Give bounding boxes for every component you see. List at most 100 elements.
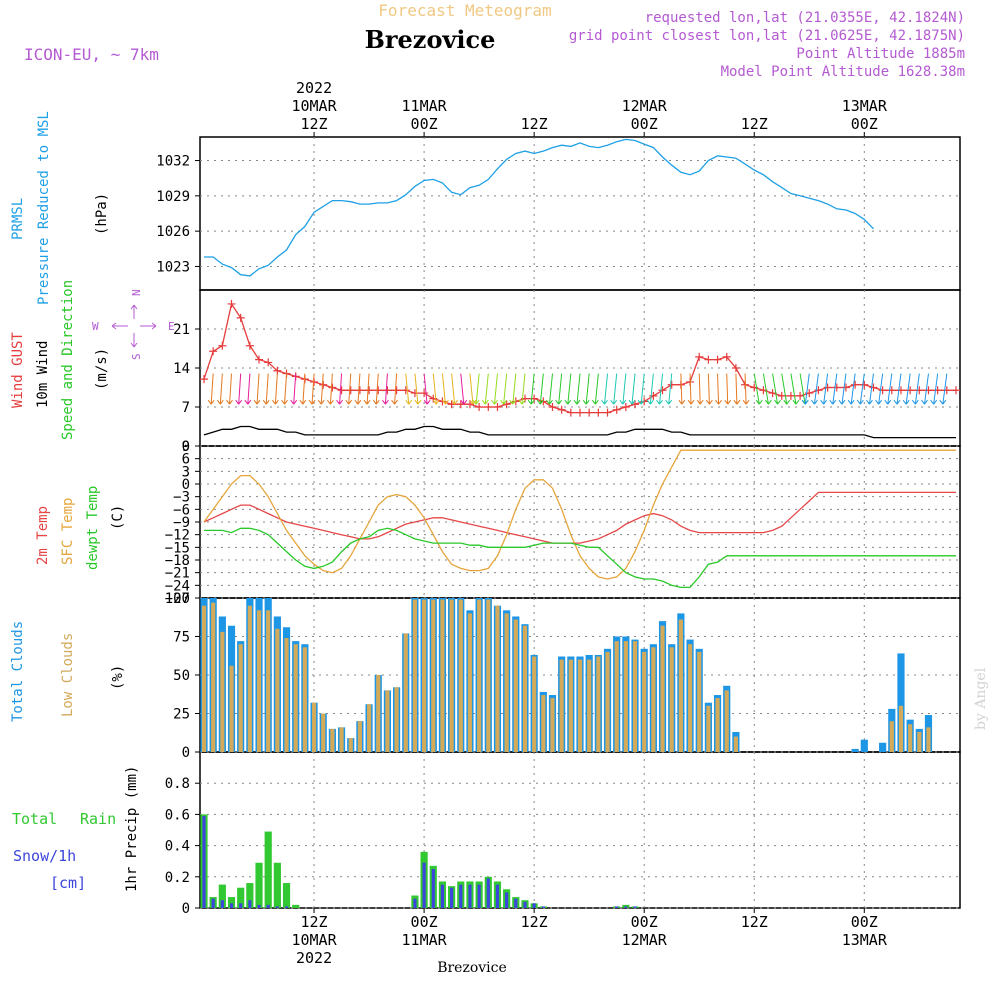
low-cloud-bar — [357, 721, 362, 752]
requested-coords: requested lon,lat (21.0355E, 42.1824N) — [645, 10, 965, 26]
snow-bar — [229, 903, 234, 908]
rain-bar — [282, 883, 291, 908]
low-cloud-bar — [605, 651, 610, 752]
low-cloud-bar — [724, 690, 729, 752]
low-cloud-bar — [587, 659, 592, 752]
pressure-tick-label: 1023 — [156, 259, 190, 275]
low-cloud-bar — [614, 641, 619, 752]
wind-direction-arrow — [678, 373, 686, 405]
snow-bar — [505, 892, 509, 908]
bottom-time-label: 00Z — [631, 913, 658, 931]
pressure-label-msl: Pressure Reduced to MSL — [36, 111, 52, 305]
low-cloud-bar — [495, 605, 500, 752]
top-time-label: 12Z — [521, 115, 548, 133]
low-cloud-bar — [550, 698, 555, 752]
low-cloud-bar — [660, 625, 665, 752]
temp-tick-label: −18 — [165, 553, 190, 569]
temp-unit: (C) — [110, 505, 126, 530]
temp-tick-label: −12 — [165, 528, 190, 544]
wind-direction-arrow — [705, 373, 713, 405]
gust-marker — [374, 386, 383, 395]
precip-tick-label: 0.8 — [165, 776, 190, 792]
low-cloud-bar — [577, 659, 583, 752]
bottom-time-label: 12Z — [301, 913, 328, 931]
wind-direction-arrow — [790, 373, 800, 405]
low-cloud-bar — [651, 647, 656, 752]
low-cloud-bar — [266, 610, 271, 752]
gust-marker — [768, 389, 777, 398]
wind-direction-arrow — [696, 373, 704, 405]
wind-direction-arrow — [601, 373, 609, 405]
wind-direction-arrow — [687, 373, 695, 405]
gust-marker — [612, 405, 621, 414]
snow-bar — [468, 884, 472, 908]
low-cloud-bar — [706, 705, 711, 752]
temp-tick-label: 6 — [182, 452, 190, 468]
compass-rose: N S W E — [92, 289, 175, 360]
rain-bar — [237, 887, 245, 908]
temp-tick-label: −24 — [165, 578, 190, 594]
compass-w: W — [92, 320, 99, 333]
wind-direction-arrow — [753, 373, 763, 405]
total-cloud-bar — [860, 739, 868, 752]
gust-marker — [209, 347, 218, 356]
low-cloud-bar — [238, 644, 243, 752]
precip-total-label: Total — [12, 810, 57, 828]
temp-tick-label: −9 — [173, 515, 190, 531]
clouds-tick-label: 75 — [173, 630, 190, 646]
wind-labels: Wind GUST 10m Wind Speed and Direction (… — [10, 280, 175, 440]
bottom-time-label: 13MAR — [842, 931, 888, 949]
wind-gust-label: Wind GUST — [10, 332, 26, 408]
wind-direction-arrow — [884, 373, 893, 405]
precip-snow-label: Snow/1h — [13, 847, 76, 865]
snow-bar — [486, 878, 490, 908]
low-cloud-bar — [917, 731, 922, 752]
bottom-time-label: 2022 — [296, 949, 332, 967]
wind-direction-arrow — [646, 373, 654, 405]
temp-tick-label: 0 — [182, 477, 190, 493]
low-cloud-bar — [449, 599, 454, 752]
wind-direction-arrow — [290, 373, 298, 405]
wind-unit: (m/s) — [94, 348, 110, 390]
low-cloud-bar — [412, 599, 418, 752]
snow-bar — [459, 884, 463, 908]
wind-direction-arrow — [930, 373, 939, 405]
wind-direction-arrow — [308, 373, 316, 405]
bottom-time-label: 12Z — [741, 913, 768, 931]
low-cloud-bar — [330, 728, 335, 752]
gust-marker — [786, 391, 795, 400]
snow-bar — [523, 901, 527, 908]
rain-bar — [255, 862, 263, 908]
wind-direction-arrow — [628, 373, 636, 405]
wind-direction-arrow — [271, 373, 279, 405]
top-time-label: 12Z — [741, 115, 768, 133]
low-cloud-bar — [889, 721, 894, 752]
snow-bar — [440, 884, 445, 908]
wind-direction-arrow — [591, 373, 599, 405]
gust-marker — [667, 380, 676, 389]
low-cloud-bar — [669, 647, 674, 752]
low-cloud-bar — [385, 690, 390, 752]
wind-direction-arrow — [391, 373, 398, 405]
pressure-unit: (hPa) — [94, 193, 110, 235]
low-cloud-bar — [394, 687, 399, 752]
model-name: ICON-EU, ~ 7km — [24, 45, 159, 64]
gust-marker — [355, 386, 364, 395]
low-cloud-bar — [559, 659, 564, 752]
wind-direction-arrow — [573, 373, 581, 405]
compass-arrows-icon — [111, 304, 157, 348]
low-cloud-bar — [898, 705, 904, 752]
wind-direction-arrow — [372, 373, 380, 405]
snow-bar — [495, 884, 500, 908]
snow-bar — [220, 900, 224, 908]
gust-marker — [264, 358, 273, 367]
total-cloud-bar — [879, 742, 887, 752]
pressure-labels: PRMSL Pressure Reduced to MSL (hPa) — [10, 111, 110, 305]
wind-direction-arrow — [801, 373, 810, 405]
low-cloud-bar — [229, 665, 234, 752]
wind-direction-arrow — [536, 373, 544, 405]
precip-labels: Total Rain Snow/1h [cm] 1hr Precip (mm) — [12, 766, 140, 892]
wind-direction-arrow — [262, 373, 270, 405]
wind-direction-arrow — [481, 373, 489, 405]
